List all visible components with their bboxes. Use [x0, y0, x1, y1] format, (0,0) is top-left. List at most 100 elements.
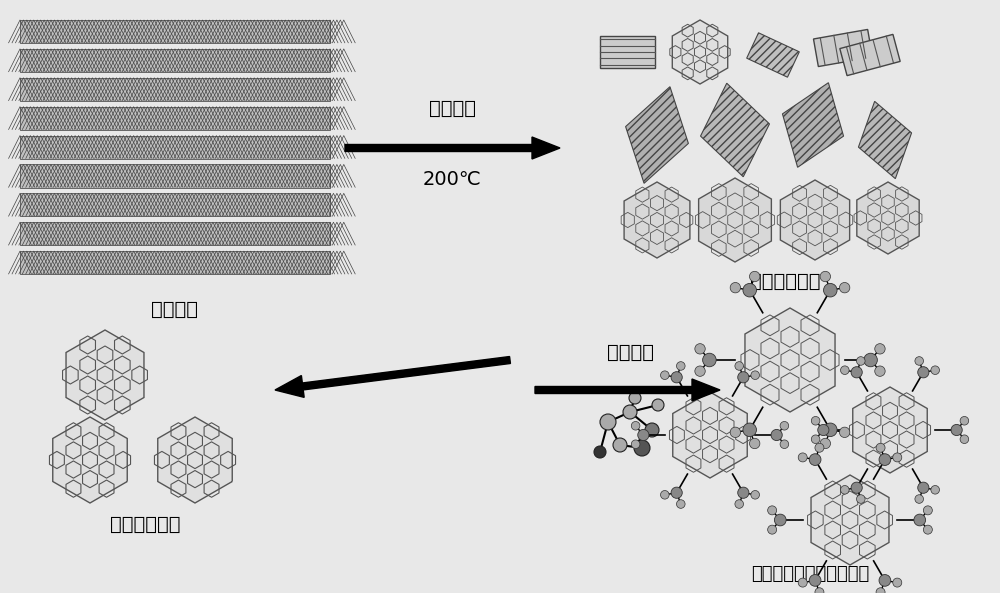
- Circle shape: [809, 575, 821, 586]
- Circle shape: [914, 514, 926, 526]
- Circle shape: [811, 435, 820, 444]
- Circle shape: [623, 405, 637, 419]
- Circle shape: [815, 443, 824, 452]
- Circle shape: [931, 486, 939, 494]
- Circle shape: [818, 425, 829, 436]
- Circle shape: [613, 438, 627, 452]
- Circle shape: [735, 362, 744, 370]
- Polygon shape: [747, 33, 799, 77]
- Polygon shape: [701, 83, 769, 177]
- Polygon shape: [66, 330, 144, 420]
- Circle shape: [780, 422, 789, 430]
- Text: 硫化馒量子点: 硫化馒量子点: [110, 515, 180, 534]
- Polygon shape: [811, 475, 889, 565]
- Circle shape: [915, 356, 924, 365]
- Polygon shape: [600, 36, 654, 68]
- Circle shape: [631, 422, 640, 430]
- Circle shape: [798, 453, 807, 462]
- Circle shape: [749, 272, 760, 282]
- Circle shape: [751, 490, 759, 499]
- Polygon shape: [20, 193, 330, 216]
- Text: 半胱氨酸: 半胱氨酸: [606, 343, 654, 362]
- Circle shape: [730, 282, 741, 293]
- Circle shape: [876, 588, 885, 593]
- Circle shape: [951, 425, 962, 436]
- Polygon shape: [672, 20, 728, 84]
- Circle shape: [893, 578, 902, 587]
- Polygon shape: [699, 178, 771, 262]
- Circle shape: [631, 440, 640, 448]
- Circle shape: [751, 371, 759, 380]
- Circle shape: [780, 440, 789, 448]
- Circle shape: [661, 490, 669, 499]
- Circle shape: [824, 423, 837, 436]
- Circle shape: [876, 443, 885, 452]
- Circle shape: [918, 366, 929, 378]
- FancyArrow shape: [535, 379, 720, 401]
- Circle shape: [856, 356, 865, 365]
- Text: 硫基修饰的硫化馒量子点: 硫基修饰的硫化馒量子点: [751, 565, 869, 583]
- Polygon shape: [20, 136, 330, 159]
- Polygon shape: [813, 30, 873, 66]
- Circle shape: [638, 429, 649, 441]
- Circle shape: [960, 416, 969, 425]
- Circle shape: [634, 440, 650, 456]
- Circle shape: [676, 500, 685, 508]
- Circle shape: [879, 454, 891, 466]
- Polygon shape: [20, 251, 330, 274]
- Circle shape: [875, 366, 885, 377]
- Polygon shape: [20, 107, 330, 130]
- Circle shape: [851, 366, 862, 378]
- Polygon shape: [626, 87, 688, 183]
- Circle shape: [768, 525, 777, 534]
- Circle shape: [875, 344, 885, 354]
- Circle shape: [923, 525, 932, 534]
- Circle shape: [864, 353, 877, 366]
- Circle shape: [841, 366, 849, 375]
- Circle shape: [652, 399, 664, 411]
- Polygon shape: [673, 392, 747, 478]
- Circle shape: [824, 283, 837, 297]
- Circle shape: [743, 423, 756, 436]
- Circle shape: [743, 283, 756, 297]
- Polygon shape: [857, 182, 919, 254]
- FancyArrow shape: [345, 137, 560, 159]
- Circle shape: [811, 416, 820, 425]
- Circle shape: [671, 372, 682, 383]
- Circle shape: [676, 362, 685, 370]
- Circle shape: [771, 429, 782, 441]
- Circle shape: [851, 482, 862, 493]
- Circle shape: [738, 372, 749, 383]
- Polygon shape: [858, 101, 912, 178]
- Polygon shape: [780, 180, 850, 260]
- FancyArrow shape: [275, 356, 510, 397]
- Circle shape: [735, 500, 744, 508]
- Polygon shape: [20, 164, 330, 187]
- Circle shape: [923, 506, 932, 515]
- Circle shape: [893, 453, 902, 462]
- Circle shape: [661, 371, 669, 380]
- Polygon shape: [53, 417, 127, 503]
- Circle shape: [645, 423, 659, 437]
- Circle shape: [960, 435, 969, 444]
- Circle shape: [798, 578, 807, 587]
- Polygon shape: [624, 182, 690, 258]
- Circle shape: [879, 575, 891, 586]
- Polygon shape: [20, 222, 330, 246]
- Circle shape: [839, 282, 850, 293]
- Circle shape: [841, 486, 849, 494]
- Circle shape: [820, 438, 831, 449]
- Text: 二硫化馒: 二硫化馒: [152, 300, 198, 319]
- Circle shape: [815, 588, 824, 593]
- Circle shape: [931, 366, 939, 375]
- Circle shape: [629, 392, 641, 404]
- Circle shape: [730, 427, 741, 438]
- Text: 硫化馒量子点: 硫化馒量子点: [750, 272, 820, 291]
- Circle shape: [820, 272, 831, 282]
- Circle shape: [768, 506, 777, 515]
- Polygon shape: [782, 82, 844, 167]
- Polygon shape: [20, 78, 330, 101]
- Circle shape: [671, 487, 682, 498]
- Circle shape: [600, 414, 616, 430]
- Polygon shape: [20, 49, 330, 72]
